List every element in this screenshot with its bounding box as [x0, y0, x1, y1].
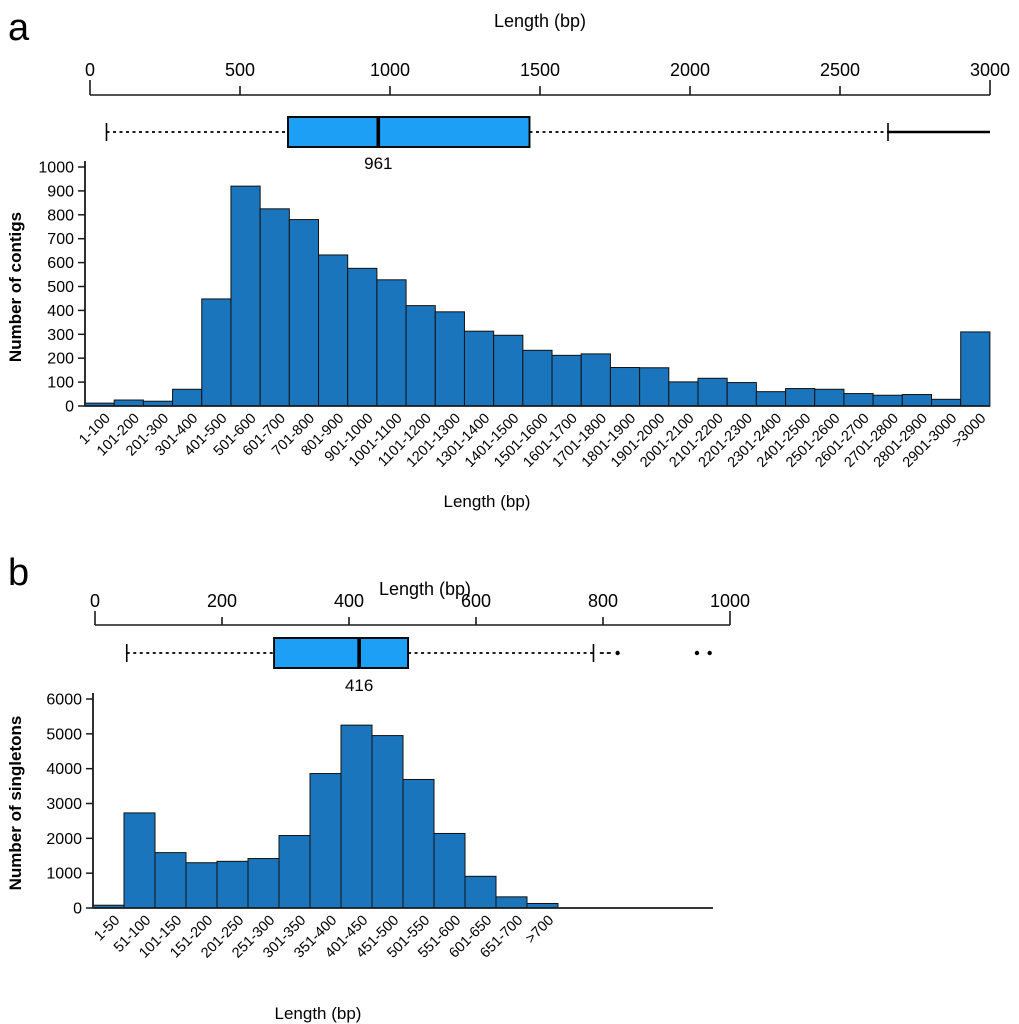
y-tick-label: 6000 [46, 692, 82, 709]
top-axis-tick-label: 2500 [820, 60, 860, 80]
boxplot: 961 [105, 116, 990, 173]
histogram-bar [493, 334, 524, 407]
y-tick-label: 200 [47, 351, 74, 368]
y-tick-label: 300 [47, 327, 74, 344]
y-tick-label: 700 [47, 231, 74, 248]
histogram-bar [785, 388, 816, 407]
histogram-bar [288, 219, 320, 407]
histogram-bar [247, 858, 280, 909]
top-axis-tick-label: 500 [225, 60, 255, 80]
y-tick-label: 3000 [46, 796, 82, 813]
top-axis-tick-label: 1000 [370, 60, 410, 80]
top-axis-tick-label: 200 [207, 591, 237, 611]
top-axis-tick-label: 1500 [520, 60, 560, 80]
histogram-bar [960, 331, 991, 407]
y-axis-title: Number of contigs [6, 212, 25, 362]
histogram: 01000200030004000500060001-5051-100101-1… [46, 692, 713, 961]
histogram-bar [434, 311, 465, 407]
histogram-bar [433, 832, 466, 909]
top-axis-tick-label: 3000 [970, 60, 1010, 80]
histogram-bar [697, 377, 728, 407]
top-axis-title: Length (bp) [379, 579, 471, 599]
outlier-point [694, 650, 700, 656]
boxplot: 416 [125, 637, 712, 695]
y-tick-label: 4000 [46, 761, 82, 778]
panel-letter: b [8, 552, 29, 594]
top-axis-tick-label: 400 [334, 591, 364, 611]
y-tick-label: 900 [47, 183, 74, 200]
y-tick-label: 2000 [46, 831, 82, 848]
histogram-bar [405, 305, 436, 407]
histogram-bar [347, 267, 378, 407]
histogram-bar [843, 393, 874, 407]
top-axis-tick-label: 2000 [670, 60, 710, 80]
y-tick-label: 500 [47, 279, 74, 296]
panel-b: b Length (bp) 0 200 400 600 800 1000 416 0 1000 200… [6, 552, 750, 1023]
outlier-point [707, 650, 712, 656]
histogram-bar [278, 835, 311, 909]
top-axis-tick-label: 800 [588, 591, 618, 611]
top-axis-tick-label: 0 [90, 591, 100, 611]
histogram-bar [309, 773, 342, 909]
median-label: 961 [364, 154, 392, 173]
histogram-bar [463, 330, 495, 407]
box-iqr [273, 637, 410, 669]
y-tick-label: 5000 [46, 726, 82, 743]
histogram-bar [522, 349, 553, 407]
y-tick-label: 0 [65, 399, 74, 416]
x-category-label: >3000 [949, 411, 989, 451]
histogram-bar [154, 852, 187, 909]
y-tick-label: 0 [73, 901, 82, 918]
top-axis: 0 500 1000 1500 2000 2500 3000 [85, 60, 1010, 96]
histogram-bar [609, 367, 641, 407]
histogram-bar [580, 353, 611, 407]
y-tick-label: 400 [47, 303, 74, 320]
outlier-point [615, 650, 620, 656]
top-axis: 0 200 400 600 800 1000 [90, 591, 750, 626]
top-axis-tick-label: 0 [85, 60, 95, 80]
y-tick-label: 1000 [46, 866, 82, 883]
histogram-bar [726, 382, 757, 407]
histogram-bar [464, 875, 497, 909]
histogram-bar [201, 298, 232, 407]
panel-letter: a [8, 7, 30, 49]
histogram-bar [901, 394, 933, 407]
histogram-bar [230, 185, 261, 407]
x-category-label: >700 [523, 913, 557, 947]
y-tick-label: 800 [47, 207, 74, 224]
top-axis-title: Length (bp) [494, 11, 586, 31]
median-label: 416 [345, 676, 373, 695]
histogram-bar [172, 388, 203, 407]
histogram-bar [185, 862, 218, 909]
x-axis-title: Length (bp) [275, 1004, 362, 1023]
histogram-bar [931, 398, 962, 407]
panel-a: a Length (bp)0 500 1000 1500 2000 2500 30009610… [6, 7, 1010, 511]
histogram-bar [123, 812, 156, 909]
x-axis-title: Length (bp) [444, 492, 531, 511]
top-axis-tick-label: 1000 [710, 591, 750, 611]
histogram-bar [668, 381, 699, 407]
histogram-bar [551, 354, 582, 407]
histogram-bar [259, 208, 290, 407]
histogram-bar [318, 254, 349, 407]
y-tick-label: 1000 [38, 160, 74, 177]
histogram-bar [216, 860, 249, 909]
histogram-bar [402, 778, 435, 909]
y-axis-title: Number of singletons [6, 716, 25, 891]
histogram-bar [755, 391, 787, 407]
histogram-bar [872, 394, 903, 407]
histogram-bar [371, 735, 404, 909]
histogram-bar [376, 279, 407, 407]
histogram-bar [495, 896, 528, 909]
histogram-bar [814, 388, 845, 407]
histogram: 010020030040050060070080090010001-100101… [38, 160, 991, 471]
box-iqr [287, 116, 531, 148]
y-tick-label: 600 [47, 255, 74, 272]
histogram-bar [639, 367, 670, 407]
top-axis-tick-label: 600 [461, 591, 491, 611]
histogram-bar [340, 724, 373, 909]
y-tick-label: 100 [47, 375, 74, 392]
